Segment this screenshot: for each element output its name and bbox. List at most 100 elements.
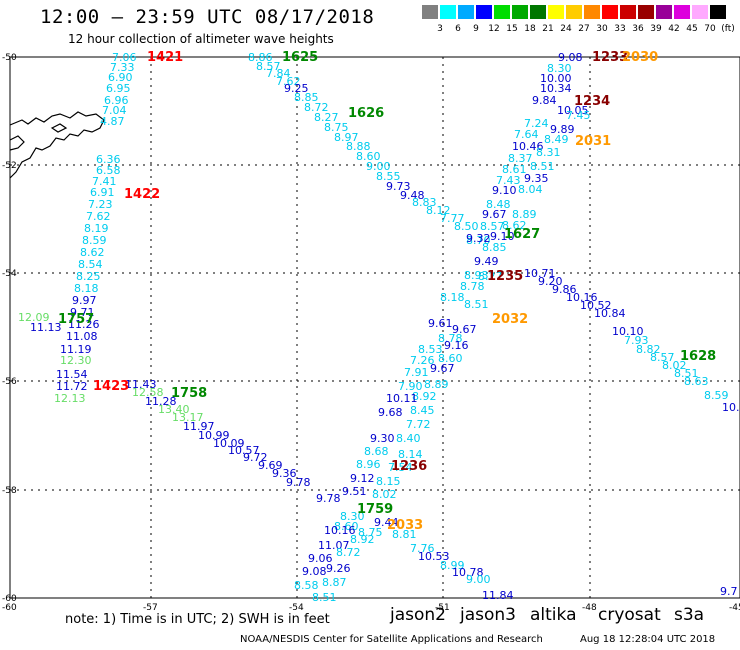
wave-height-label: 9.78: [286, 476, 311, 489]
page-title: 12:00 – 23:59 UTC 08/17/2018: [40, 6, 375, 28]
wave-height-label: 9.08: [558, 51, 583, 64]
track-time-label: 1421: [147, 50, 183, 65]
wave-height-label: 6.36: [96, 153, 121, 166]
wave-height-label: 6.58: [96, 164, 121, 177]
wave-height-label: 7.41: [92, 175, 117, 188]
wave-height-label: 9.67: [452, 323, 477, 336]
wave-height-label: 10.16: [324, 524, 356, 537]
wave-height-label: 7.64: [514, 128, 539, 141]
track-time-label: 1757: [58, 312, 94, 327]
wave-height-label: 8.72: [304, 101, 329, 114]
wave-height-label: 12.58: [132, 386, 164, 399]
satellite-altika: altika: [530, 605, 577, 625]
wave-height-label: 12.13: [54, 392, 86, 405]
wave-height-label: 8.31: [536, 146, 561, 159]
wave-height-label: 10.09: [213, 437, 245, 450]
track-time-label: 1423: [93, 379, 129, 394]
wave-height-label: 8.72: [336, 546, 361, 559]
track-time-label: 1233: [592, 50, 628, 65]
wave-height-label: 6.96: [104, 94, 129, 107]
wave-height-label: 8.75: [324, 121, 349, 134]
generated-timestamp: Aug 18 12:28:04 UTC 2018: [580, 634, 716, 645]
wave-height-label: 8.27: [314, 111, 339, 124]
wave-height-label: 8.70: [466, 234, 491, 247]
wave-height-label: 8.83: [412, 196, 437, 209]
wave-height-label: 8.50: [454, 220, 479, 233]
wave-height-label: 9.67: [482, 208, 507, 221]
scale-swatch: [566, 5, 583, 19]
wave-height-label: 9.10: [490, 230, 515, 243]
wave-height-label: 8.15: [376, 475, 401, 488]
wave-height-label: 8.63: [684, 375, 709, 388]
wave-height-label: 8.92: [412, 390, 437, 403]
wave-height-label: 8.30: [340, 510, 365, 523]
lat-label: -56: [2, 377, 17, 387]
wave-height-label: 7.72: [406, 418, 431, 431]
falkland-islands-coastline: [9, 111, 105, 179]
wave-height-label: 10.99: [198, 429, 230, 442]
wave-height-label: 8.87: [322, 576, 347, 589]
wave-height-label: 9.7: [720, 585, 738, 598]
wave-height-label: 8.60: [356, 150, 381, 163]
track-time-label: 1236: [391, 459, 427, 474]
track-time-label: 1628: [680, 349, 716, 364]
wave-height-label: 9.32: [466, 232, 491, 245]
wave-height-label: 8.92: [350, 533, 375, 546]
map-frame: [9, 56, 740, 599]
scale-label: 24: [560, 24, 572, 34]
scale-label: 42: [668, 24, 680, 34]
wave-height-label: 7.23: [88, 198, 113, 211]
wave-height-label: 10.57: [228, 444, 260, 457]
wave-height-label: 8.48: [486, 198, 511, 211]
wave-height-label: 7.33: [110, 61, 135, 74]
wave-height-label: 8.75: [358, 526, 383, 539]
scale-label: 6: [455, 24, 461, 34]
wave-height-label: 9.67: [430, 362, 455, 375]
wave-height-label: 8.51: [530, 160, 555, 173]
wave-height-label: 10.34: [540, 82, 572, 95]
wave-height-label: 11.28: [145, 395, 177, 408]
wave-height-label: 8.45: [410, 404, 435, 417]
wave-height-label: 4.87: [100, 115, 125, 128]
wave-height-label: 9.71: [70, 306, 95, 319]
wave-height-label: 8.60: [438, 352, 463, 365]
track-time-label: 1627: [504, 227, 540, 242]
wave-height-label: 8.60: [334, 520, 359, 533]
wave-height-label: 10.11: [386, 392, 418, 405]
wave-height-label: 8.93: [464, 269, 489, 282]
wave-height-label: 8.88: [346, 140, 371, 153]
lat-label: -54: [2, 269, 17, 279]
wave-height-label: 8.51: [674, 367, 699, 380]
wave-height-label: 11.08: [66, 330, 98, 343]
wave-height-label: 9.30: [370, 432, 395, 445]
wave-height-label: 11.07: [318, 539, 350, 552]
wave-height-label: 9.36: [272, 467, 297, 480]
lat-label: -58: [2, 486, 17, 496]
scale-swatch: [692, 5, 709, 19]
wave-height-label: 6.95: [106, 82, 131, 95]
wave-height-label: 9.69: [258, 459, 283, 472]
lon-label: -54: [289, 603, 304, 613]
wave-height-label: 10.71: [524, 267, 556, 280]
wave-height-label: 9.51: [342, 485, 367, 498]
page-subtitle: 12 hour collection of altimeter wave hei…: [68, 32, 334, 46]
wave-height-label: 8.51: [464, 298, 489, 311]
wave-height-label: 8.04: [518, 183, 543, 196]
wave-height-label: 8.59: [82, 234, 107, 247]
wave-height-label: 8.51: [312, 591, 337, 604]
credit-line: NOAA/NESDIS Center for Satellite Applica…: [240, 634, 543, 645]
wave-height-label: 6.91: [90, 186, 115, 199]
track-time-label: 1422: [124, 187, 160, 202]
wave-height-label: 8.96: [356, 458, 381, 471]
scale-swatch: [530, 5, 547, 19]
wave-height-label: 10.16: [566, 291, 598, 304]
scale-swatch: [656, 5, 673, 19]
wave-height-label: 8.97: [334, 131, 359, 144]
wave-height-label: 11.84: [482, 589, 514, 602]
scale-swatch: [494, 5, 511, 19]
wave-height-label: 11.72: [56, 380, 88, 393]
wave-height-label: 11.26: [68, 318, 100, 331]
satellite-cryosat: cryosat: [598, 605, 661, 625]
wave-height-label: 8.40: [396, 432, 421, 445]
scale-label: 70: [704, 24, 716, 34]
